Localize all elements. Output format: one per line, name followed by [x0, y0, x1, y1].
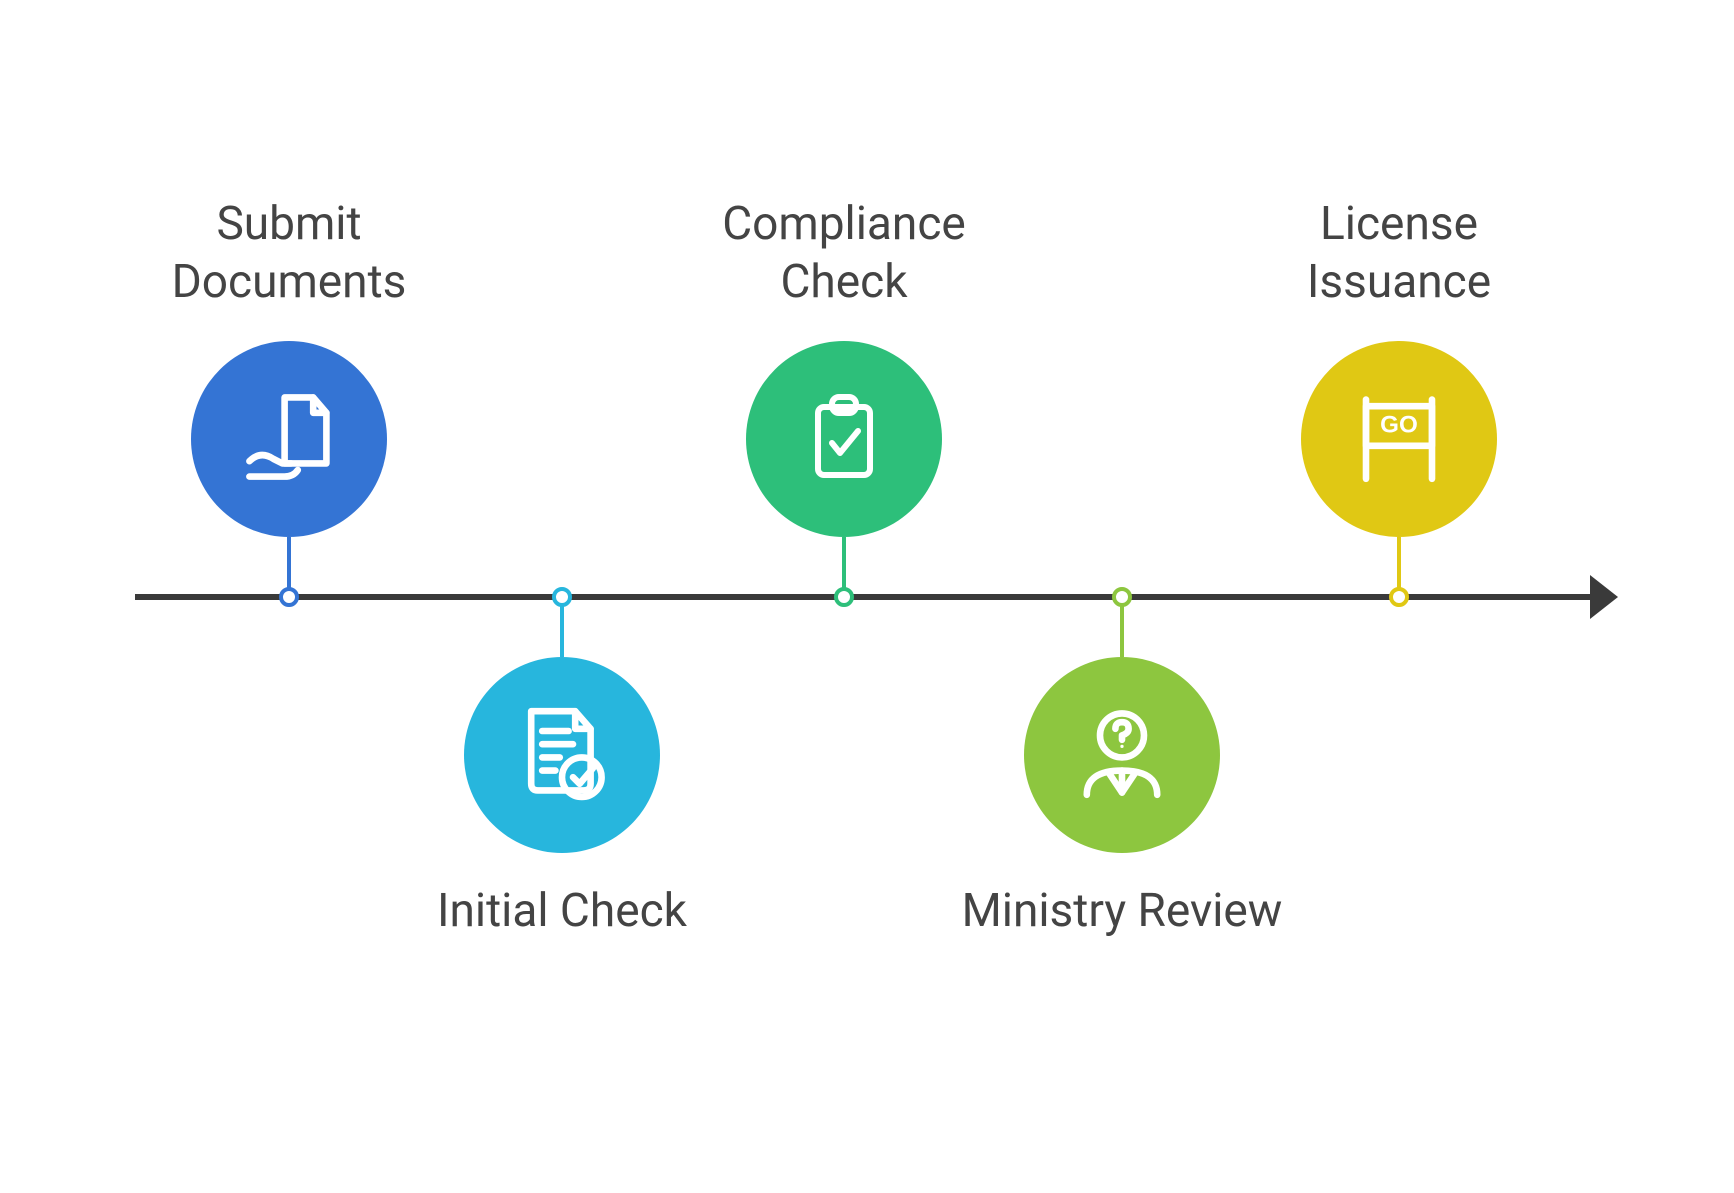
document-check-icon	[507, 698, 617, 812]
step-dot-submit-documents	[279, 587, 299, 607]
go-sign-icon: GO	[1344, 382, 1454, 496]
step-label-compliance-check: Compliance Check	[664, 196, 1024, 311]
step-circle-submit-documents	[191, 341, 387, 537]
person-question-icon	[1067, 698, 1177, 812]
step-dot-initial-check	[552, 587, 572, 607]
hand-document-icon	[234, 382, 344, 496]
step-label-initial-check: Initial Check	[382, 883, 742, 941]
step-circle-initial-check	[464, 657, 660, 853]
timeline-axis	[135, 594, 1590, 600]
step-dot-compliance-check	[834, 587, 854, 607]
step-label-submit-documents: Submit Documents	[109, 196, 469, 311]
step-dot-license-issuance	[1389, 587, 1409, 607]
step-label-ministry-review: Ministry Review	[942, 883, 1302, 941]
step-label-license-issuance: License Issuance	[1219, 196, 1579, 311]
step-dot-ministry-review	[1112, 587, 1132, 607]
timeline-arrowhead	[1590, 575, 1618, 619]
step-circle-license-issuance: GO	[1301, 341, 1497, 537]
step-circle-ministry-review	[1024, 657, 1220, 853]
svg-text:GO: GO	[1380, 412, 1418, 439]
clipboard-check-icon	[794, 387, 894, 491]
process-timeline: Submit Documents Initial Check Complianc…	[0, 0, 1734, 1193]
step-circle-compliance-check	[746, 341, 942, 537]
